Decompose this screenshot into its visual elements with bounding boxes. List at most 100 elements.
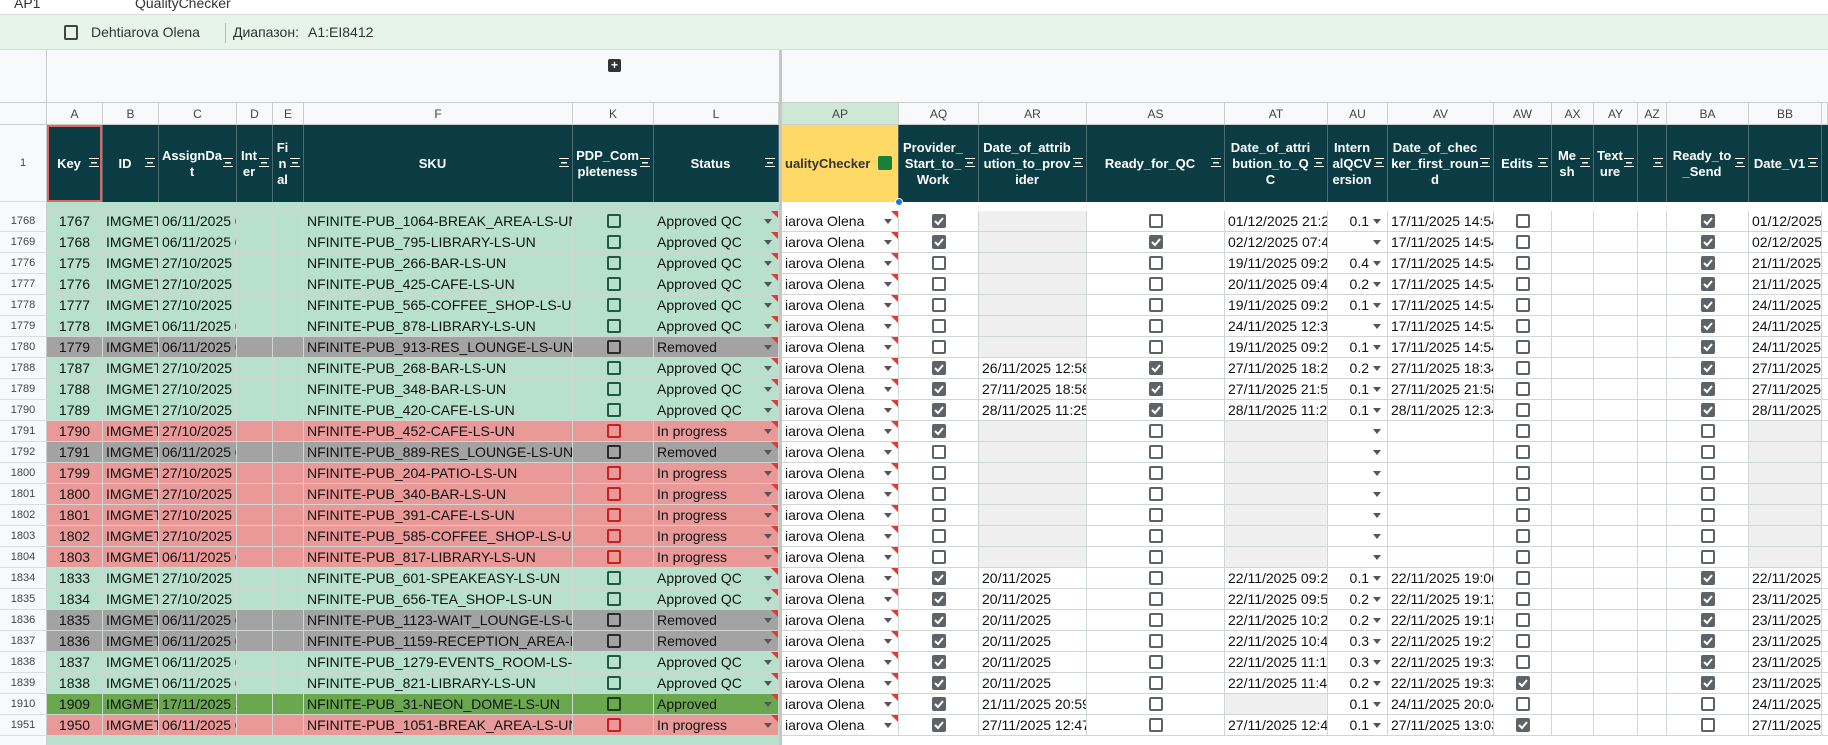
checkbox[interactable] bbox=[932, 298, 946, 312]
dropdown-arrow[interactable] bbox=[884, 408, 892, 413]
dropdown-arrow[interactable] bbox=[884, 702, 892, 707]
checkbox[interactable] bbox=[1516, 697, 1530, 711]
dropdown-arrow[interactable] bbox=[884, 660, 892, 665]
checkbox[interactable] bbox=[932, 319, 946, 333]
dropdown-arrow[interactable] bbox=[884, 366, 892, 371]
dropdown-arrow[interactable] bbox=[764, 303, 772, 308]
filter-icon[interactable] bbox=[1374, 158, 1384, 167]
checkbox[interactable] bbox=[1516, 634, 1530, 648]
checkbox[interactable] bbox=[606, 403, 621, 417]
filter-view-icon[interactable] bbox=[64, 25, 78, 40]
checkbox[interactable] bbox=[1701, 340, 1715, 354]
checkbox[interactable] bbox=[606, 718, 621, 732]
dropdown-arrow[interactable] bbox=[764, 681, 772, 686]
dropdown-arrow[interactable] bbox=[884, 534, 892, 539]
filter-icon[interactable] bbox=[1653, 158, 1663, 167]
checkbox[interactable] bbox=[1149, 361, 1163, 375]
checkbox[interactable] bbox=[1149, 382, 1163, 396]
dropdown-arrow[interactable] bbox=[884, 471, 892, 476]
dropdown-arrow[interactable] bbox=[884, 387, 892, 392]
checkbox[interactable] bbox=[1516, 466, 1530, 480]
checkbox[interactable] bbox=[606, 382, 621, 396]
checkbox[interactable] bbox=[606, 424, 621, 438]
checkbox[interactable] bbox=[606, 634, 621, 648]
checkbox[interactable] bbox=[1701, 361, 1715, 375]
dropdown-arrow[interactable] bbox=[1373, 261, 1381, 266]
filter-view-name[interactable]: Dehtiarova Olena bbox=[91, 24, 200, 40]
dropdown-arrow[interactable] bbox=[884, 639, 892, 644]
dropdown-arrow[interactable] bbox=[884, 324, 892, 329]
dropdown-arrow[interactable] bbox=[764, 408, 772, 413]
filter-icon[interactable] bbox=[290, 158, 300, 167]
dropdown-arrow[interactable] bbox=[764, 387, 772, 392]
checkbox[interactable] bbox=[1516, 424, 1530, 438]
checkbox[interactable] bbox=[1701, 235, 1715, 249]
filter-icon[interactable] bbox=[1073, 158, 1083, 167]
checkbox[interactable] bbox=[606, 277, 621, 291]
checkbox[interactable] bbox=[1516, 487, 1530, 501]
checkbox[interactable] bbox=[606, 487, 621, 501]
checkbox[interactable] bbox=[1516, 256, 1530, 270]
checkbox[interactable] bbox=[932, 214, 946, 228]
checkbox[interactable] bbox=[1149, 235, 1163, 249]
checkbox[interactable] bbox=[1149, 634, 1163, 648]
checkbox[interactable] bbox=[1516, 214, 1530, 228]
dropdown-arrow[interactable] bbox=[884, 576, 892, 581]
dropdown-arrow[interactable] bbox=[1373, 303, 1381, 308]
dropdown-arrow[interactable] bbox=[764, 324, 772, 329]
dropdown-arrow[interactable] bbox=[1373, 723, 1381, 728]
dropdown-arrow[interactable] bbox=[884, 303, 892, 308]
checkbox[interactable] bbox=[1149, 487, 1163, 501]
dropdown-arrow[interactable] bbox=[1373, 408, 1381, 413]
checkbox[interactable] bbox=[932, 529, 946, 543]
checkbox[interactable] bbox=[606, 256, 621, 270]
dropdown-arrow[interactable] bbox=[764, 702, 772, 707]
checkbox[interactable] bbox=[1149, 277, 1163, 291]
checkbox[interactable] bbox=[1701, 571, 1715, 585]
checkbox[interactable] bbox=[1149, 445, 1163, 459]
checkbox[interactable] bbox=[606, 529, 621, 543]
dropdown-arrow[interactable] bbox=[764, 576, 772, 581]
checkbox[interactable] bbox=[606, 550, 621, 564]
dropdown-arrow[interactable] bbox=[764, 660, 772, 665]
checkbox[interactable] bbox=[606, 214, 621, 228]
checkbox[interactable] bbox=[606, 298, 621, 312]
dropdown-arrow[interactable] bbox=[1373, 513, 1381, 518]
checkbox[interactable] bbox=[606, 676, 621, 690]
dropdown-arrow[interactable] bbox=[764, 450, 772, 455]
checkbox[interactable] bbox=[932, 466, 946, 480]
dropdown-arrow[interactable] bbox=[884, 513, 892, 518]
dropdown-arrow[interactable] bbox=[764, 366, 772, 371]
checkbox[interactable] bbox=[1701, 424, 1715, 438]
checkbox[interactable] bbox=[1516, 592, 1530, 606]
checkbox[interactable] bbox=[1701, 655, 1715, 669]
checkbox[interactable] bbox=[1701, 277, 1715, 291]
checkbox[interactable] bbox=[606, 466, 621, 480]
dropdown-arrow[interactable] bbox=[764, 471, 772, 476]
dropdown-arrow[interactable] bbox=[1373, 240, 1381, 245]
checkbox[interactable] bbox=[606, 340, 621, 354]
dropdown-arrow[interactable] bbox=[884, 681, 892, 686]
dropdown-arrow[interactable] bbox=[1373, 366, 1381, 371]
checkbox[interactable] bbox=[1516, 613, 1530, 627]
checkbox[interactable] bbox=[932, 613, 946, 627]
checkbox[interactable] bbox=[606, 655, 621, 669]
checkbox[interactable] bbox=[932, 634, 946, 648]
dropdown-arrow[interactable] bbox=[764, 513, 772, 518]
checkbox[interactable] bbox=[1149, 508, 1163, 522]
filter-icon[interactable] bbox=[965, 158, 975, 167]
dropdown-arrow[interactable] bbox=[884, 429, 892, 434]
checkbox[interactable] bbox=[1701, 403, 1715, 417]
dropdown-arrow[interactable] bbox=[1373, 429, 1381, 434]
dropdown-arrow[interactable] bbox=[1373, 681, 1381, 686]
checkbox[interactable] bbox=[1701, 529, 1715, 543]
checkbox[interactable] bbox=[1516, 676, 1530, 690]
checkbox[interactable] bbox=[1701, 718, 1715, 732]
filter-icon[interactable] bbox=[145, 158, 155, 167]
checkbox[interactable] bbox=[1516, 277, 1530, 291]
dropdown-arrow[interactable] bbox=[764, 261, 772, 266]
dropdown-arrow[interactable] bbox=[884, 723, 892, 728]
filter-icon[interactable] bbox=[1480, 158, 1490, 167]
dropdown-arrow[interactable] bbox=[884, 282, 892, 287]
checkbox[interactable] bbox=[932, 718, 946, 732]
